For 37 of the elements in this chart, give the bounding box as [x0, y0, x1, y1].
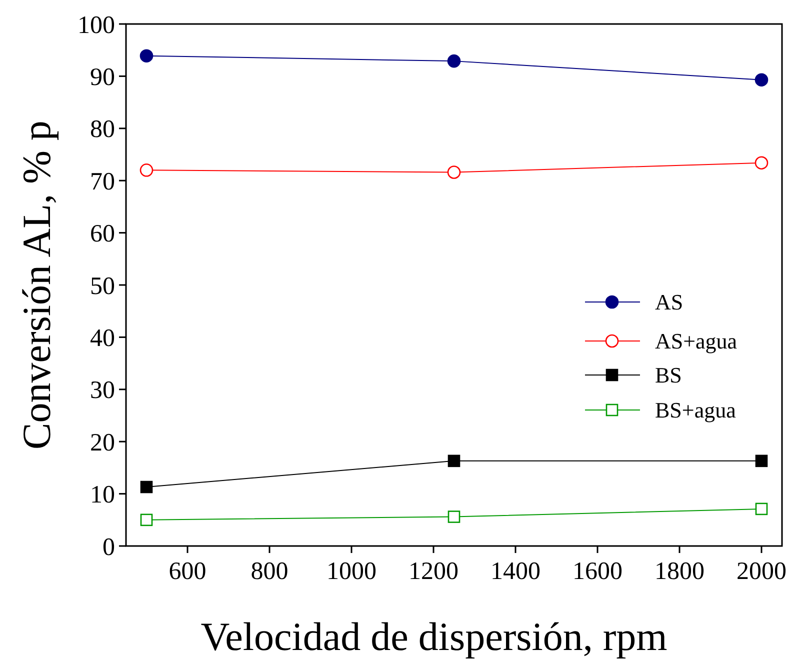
legend-label: AS+agua: [655, 328, 738, 354]
y-tick-label: 80: [90, 116, 115, 144]
point: [448, 454, 460, 468]
point: [140, 480, 153, 494]
point: [448, 510, 460, 523]
y-tick-label: 20: [90, 429, 115, 456]
point: [140, 164, 154, 177]
point: [754, 156, 768, 170]
point: [447, 166, 461, 179]
x-tick-label: 1800: [654, 558, 704, 585]
point: [447, 54, 461, 68]
y-tick-label: 10: [90, 482, 115, 509]
x-axis-title: Velocidad de dispersión, rpm: [200, 614, 668, 659]
y-tick-label: 0: [102, 534, 115, 561]
x-tick-label: 1400: [490, 558, 540, 585]
y-tick-label: 100: [78, 12, 115, 39]
x-tick-label: 1000: [326, 558, 376, 585]
y-tick-label: 40: [90, 324, 115, 352]
point: [140, 514, 153, 526]
y-tick-label: 60: [90, 220, 115, 248]
point: [140, 49, 154, 62]
y-tick-label: 30: [90, 377, 115, 404]
y-tick-label: 50: [90, 272, 115, 300]
point: [755, 454, 768, 468]
y-tick-label: 90: [90, 64, 115, 91]
y-tick-label: 70: [90, 168, 115, 196]
legend-label: BS: [655, 362, 682, 388]
y-axis-title: Conversión AL, % p: [14, 120, 59, 450]
x-tick-label: 600: [168, 558, 206, 585]
x-tick-label: 1600: [572, 558, 622, 585]
x-tick-label: 2000: [736, 558, 786, 585]
point: [754, 73, 768, 87]
x-tick-label: 800: [250, 558, 288, 585]
legend-label: AS: [655, 290, 684, 315]
point: [755, 502, 768, 516]
legend-label: BS+agua: [655, 398, 736, 423]
x-tick-label: 1200: [408, 558, 458, 585]
